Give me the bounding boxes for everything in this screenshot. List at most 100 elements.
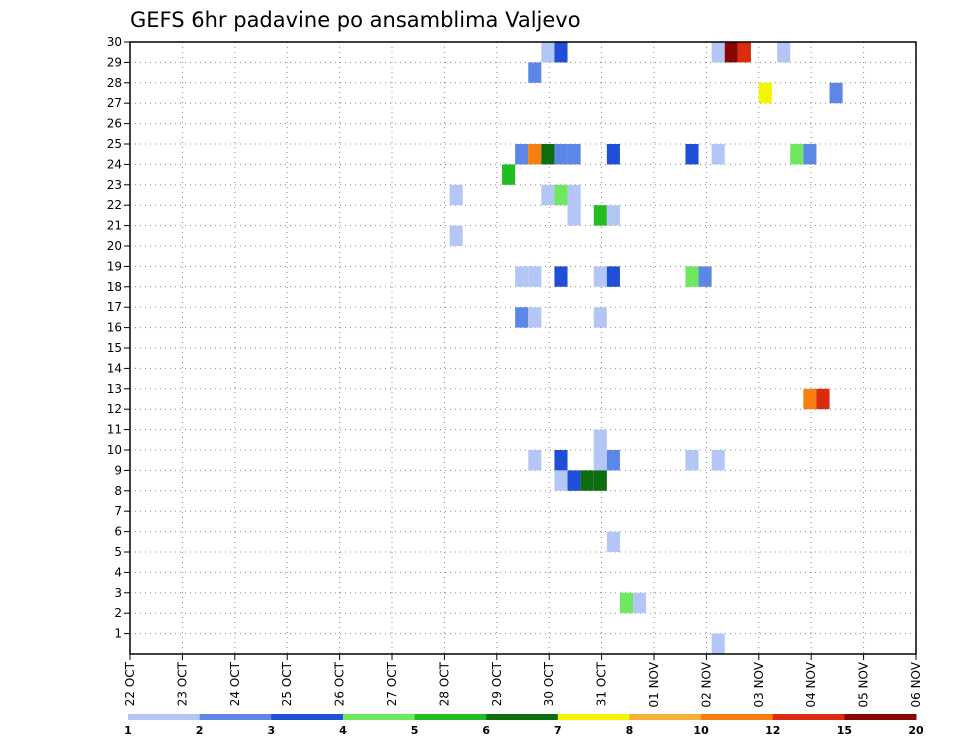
data-cell <box>816 388 830 410</box>
colorbar-label: 20 <box>908 724 924 737</box>
data-cell <box>528 144 542 165</box>
x-tick-label: 29 OCT <box>490 661 504 706</box>
x-tick-label: 27 OCT <box>385 661 399 706</box>
y-tick-label: 21 <box>107 219 122 233</box>
data-cell <box>554 184 568 206</box>
y-tick-label: 30 <box>107 35 122 49</box>
y-tick-label: 11 <box>107 423 122 437</box>
data-cell <box>593 450 607 471</box>
data-cells <box>449 42 843 654</box>
y-tick-label: 7 <box>114 504 122 518</box>
data-cell <box>528 62 542 83</box>
colorbar-swatch <box>629 714 702 720</box>
data-cell <box>758 82 772 104</box>
colorbar-swatch <box>271 714 344 720</box>
data-cell <box>593 470 607 491</box>
y-tick-label: 20 <box>107 239 122 253</box>
data-cell <box>711 450 725 471</box>
y-tick-label: 14 <box>107 361 122 375</box>
data-cell <box>567 144 581 165</box>
colorbar-label: 1 <box>124 724 132 737</box>
data-cell <box>449 184 463 206</box>
y-tick-label: 13 <box>107 382 122 396</box>
y-axis: 1234567891011121314151617181920212223242… <box>107 35 130 641</box>
data-cell <box>698 266 712 287</box>
colorbar-label: 3 <box>267 724 275 737</box>
colorbar-swatch <box>772 714 845 720</box>
data-cell <box>541 144 555 165</box>
colorbar-swatch <box>342 714 416 720</box>
y-tick-label: 24 <box>107 157 122 171</box>
data-cell <box>554 266 568 287</box>
y-tick-label: 23 <box>107 178 122 192</box>
colorbar: 1 2 3 4 5 6 7 8 10 12 15 20 <box>124 714 924 737</box>
x-tick-label: 24 OCT <box>228 661 242 706</box>
chart-title: GEFS 6hr padavine po ansamblima Valjevo <box>130 8 581 32</box>
colorbar-label: 7 <box>554 724 562 737</box>
plot-frame <box>129 41 917 655</box>
x-tick-label: 05 NOV <box>857 661 871 707</box>
x-tick-label: 01 NOV <box>647 661 661 707</box>
x-tick-label: 23 OCT <box>175 661 189 706</box>
data-cell <box>724 42 738 63</box>
data-cell <box>515 307 529 328</box>
data-cell <box>593 307 607 328</box>
y-tick-label: 22 <box>107 198 122 212</box>
data-cell <box>606 205 620 226</box>
y-tick-label: 29 <box>107 55 122 69</box>
y-tick-label: 27 <box>107 96 122 110</box>
data-cell <box>593 429 607 450</box>
data-cell <box>737 42 751 63</box>
data-cell <box>528 307 542 328</box>
x-tick-label: 06 NOV <box>909 661 923 707</box>
data-cell <box>528 266 542 287</box>
data-cell <box>829 82 843 104</box>
data-cell <box>541 184 555 206</box>
data-cell <box>606 266 620 287</box>
data-cell <box>803 144 817 165</box>
y-tick-label: 3 <box>114 586 122 600</box>
data-cell <box>606 144 620 165</box>
colorbar-label: 6 <box>482 724 490 737</box>
x-tick-label: 30 OCT <box>542 661 556 706</box>
y-tick-label: 28 <box>107 76 122 90</box>
colorbar-swatch <box>557 714 630 720</box>
data-cell <box>711 42 725 63</box>
colorbar-swatch <box>844 714 917 720</box>
data-cell <box>515 266 529 287</box>
colorbar-label: 4 <box>339 724 347 737</box>
x-tick-label: 28 OCT <box>437 661 451 706</box>
colorbar-swatch <box>701 714 774 720</box>
data-cell <box>711 144 725 165</box>
colorbar-label: 10 <box>693 724 709 737</box>
colorbar-label: 15 <box>837 724 852 737</box>
colorbar-swatch <box>199 714 272 720</box>
x-tick-label: 31 OCT <box>595 661 609 706</box>
y-tick-label: 16 <box>107 321 122 335</box>
y-tick-label: 1 <box>114 627 122 641</box>
x-tick-label: 25 OCT <box>280 661 294 706</box>
data-cell <box>502 164 516 185</box>
data-cell <box>554 42 568 63</box>
x-tick-label: 26 OCT <box>333 661 347 706</box>
data-cell <box>790 144 804 165</box>
data-cell <box>606 450 620 471</box>
x-axis: 22 OCT 23 OCT 24 OCT 25 OCT 26 OCT 27 OCT 28 O… <box>123 654 923 708</box>
x-tick-label: 22 OCT <box>123 661 137 706</box>
grid <box>130 42 916 654</box>
y-tick-label: 12 <box>107 402 122 416</box>
data-cell <box>685 450 699 471</box>
y-tick-label: 6 <box>114 525 122 539</box>
colorbar-label: 5 <box>411 724 419 737</box>
data-cell <box>541 42 555 63</box>
y-tick-label: 25 <box>107 137 122 151</box>
y-tick-label: 15 <box>107 341 122 355</box>
data-cell <box>528 450 542 471</box>
colorbar-swatch <box>414 714 487 720</box>
colorbar-label: 2 <box>196 724 204 737</box>
y-tick-label: 9 <box>114 463 122 477</box>
y-tick-label: 5 <box>114 545 122 559</box>
y-tick-label: 17 <box>107 300 122 314</box>
data-cell <box>593 266 607 287</box>
y-tick-label: 8 <box>114 484 122 498</box>
